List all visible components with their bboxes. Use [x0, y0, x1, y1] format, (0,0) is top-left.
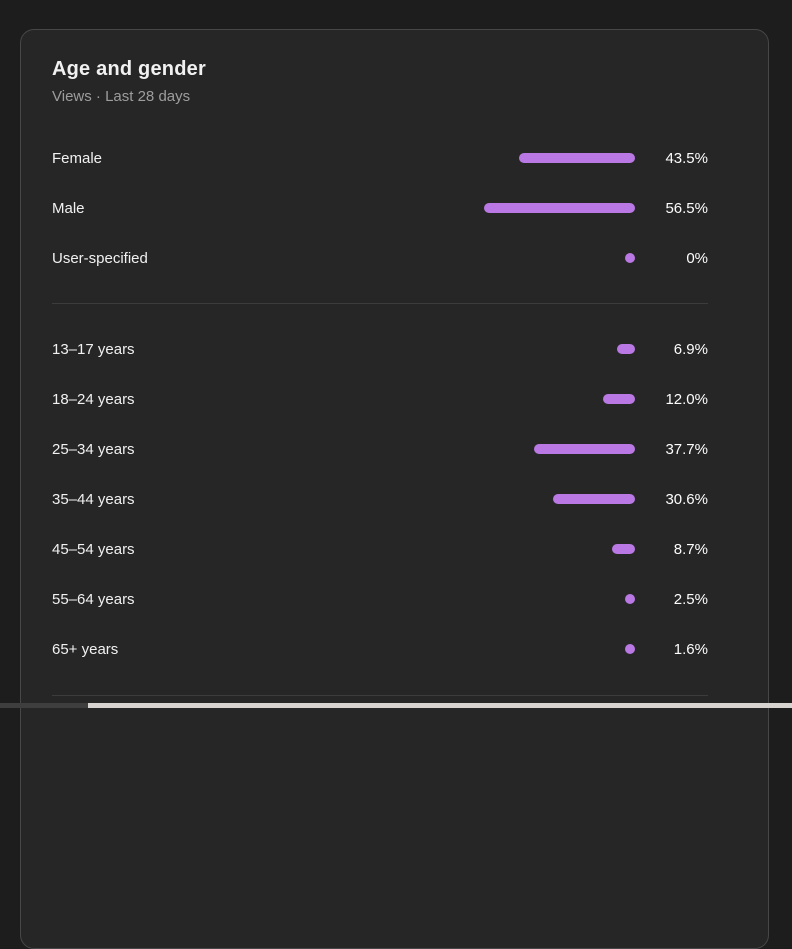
stat-row[interactable]: 18–24 years 12.0% [52, 374, 708, 424]
row-value: 2.5% [673, 590, 708, 608]
bottom-edge-light [88, 703, 792, 708]
card-subtitle: Views · Last 28 days [52, 88, 191, 105]
row-value: 12.0% [665, 390, 708, 408]
bar-cell [365, 544, 635, 554]
stat-row[interactable]: Male 56.5% [52, 183, 708, 233]
stat-row[interactable]: 65+ years 1.6% [52, 624, 708, 674]
percentage-bar [553, 494, 635, 504]
row-value: 0% [686, 249, 708, 267]
bottom-divider [52, 695, 708, 696]
percentage-bar [602, 394, 635, 404]
gender-rows: Female 43.5% Male 56.5% User-specified 0… [52, 133, 708, 283]
percentage-bar [625, 253, 635, 263]
stat-row[interactable]: 25–34 years 37.7% [52, 424, 708, 474]
card-header: Age and gender Views · Last 28 days [52, 57, 708, 106]
bar-cell [365, 203, 635, 213]
percentage-bar [534, 444, 635, 454]
stat-row[interactable]: 45–54 years 8.7% [52, 524, 708, 574]
row-value: 37.7% [665, 440, 708, 458]
row-label: 18–24 years [52, 390, 135, 408]
row-label: 55–64 years [52, 590, 135, 608]
row-value: 56.5% [665, 199, 708, 217]
bar-cell [365, 153, 635, 163]
row-value: 6.9% [673, 340, 708, 358]
row-label: Male [52, 199, 85, 217]
card-title: Age and gender [52, 58, 206, 80]
group-divider [52, 303, 708, 304]
percentage-bar [611, 544, 635, 554]
bar-cell [365, 494, 635, 504]
row-label: 25–34 years [52, 440, 135, 458]
percentage-bar [518, 153, 635, 163]
bar-cell [365, 594, 635, 604]
age-rows: 13–17 years 6.9% 18–24 years 12.0% 25–34… [52, 324, 708, 674]
bar-cell [365, 344, 635, 354]
stat-row[interactable]: 55–64 years 2.5% [52, 574, 708, 624]
stat-row[interactable]: 35–44 years 30.6% [52, 474, 708, 524]
row-label: 65+ years [52, 640, 119, 658]
row-value: 8.7% [673, 540, 708, 558]
age-and-gender-card[interactable]: Age and gender Views · Last 28 days Fema… [20, 29, 769, 949]
percentage-bar [625, 644, 635, 654]
bar-cell [365, 253, 635, 263]
row-value: 30.6% [665, 490, 708, 508]
stat-row[interactable]: Female 43.5% [52, 133, 708, 183]
percentage-bar [625, 594, 635, 604]
bar-cell [365, 444, 635, 454]
bar-cell [365, 394, 635, 404]
row-label: 35–44 years [52, 490, 135, 508]
bar-cell [365, 644, 635, 654]
stat-row[interactable]: User-specified 0% [52, 233, 708, 283]
row-label: User-specified [52, 249, 148, 267]
row-label: 13–17 years [52, 340, 135, 358]
percentage-bar [484, 203, 635, 213]
bottom-edge-dark [0, 703, 88, 708]
stat-row[interactable]: 13–17 years 6.9% [52, 324, 708, 374]
row-label: Female [52, 149, 103, 167]
row-value: 1.6% [673, 640, 708, 658]
row-value: 43.5% [665, 149, 708, 167]
row-label: 45–54 years [52, 540, 135, 558]
percentage-bar [616, 344, 635, 354]
